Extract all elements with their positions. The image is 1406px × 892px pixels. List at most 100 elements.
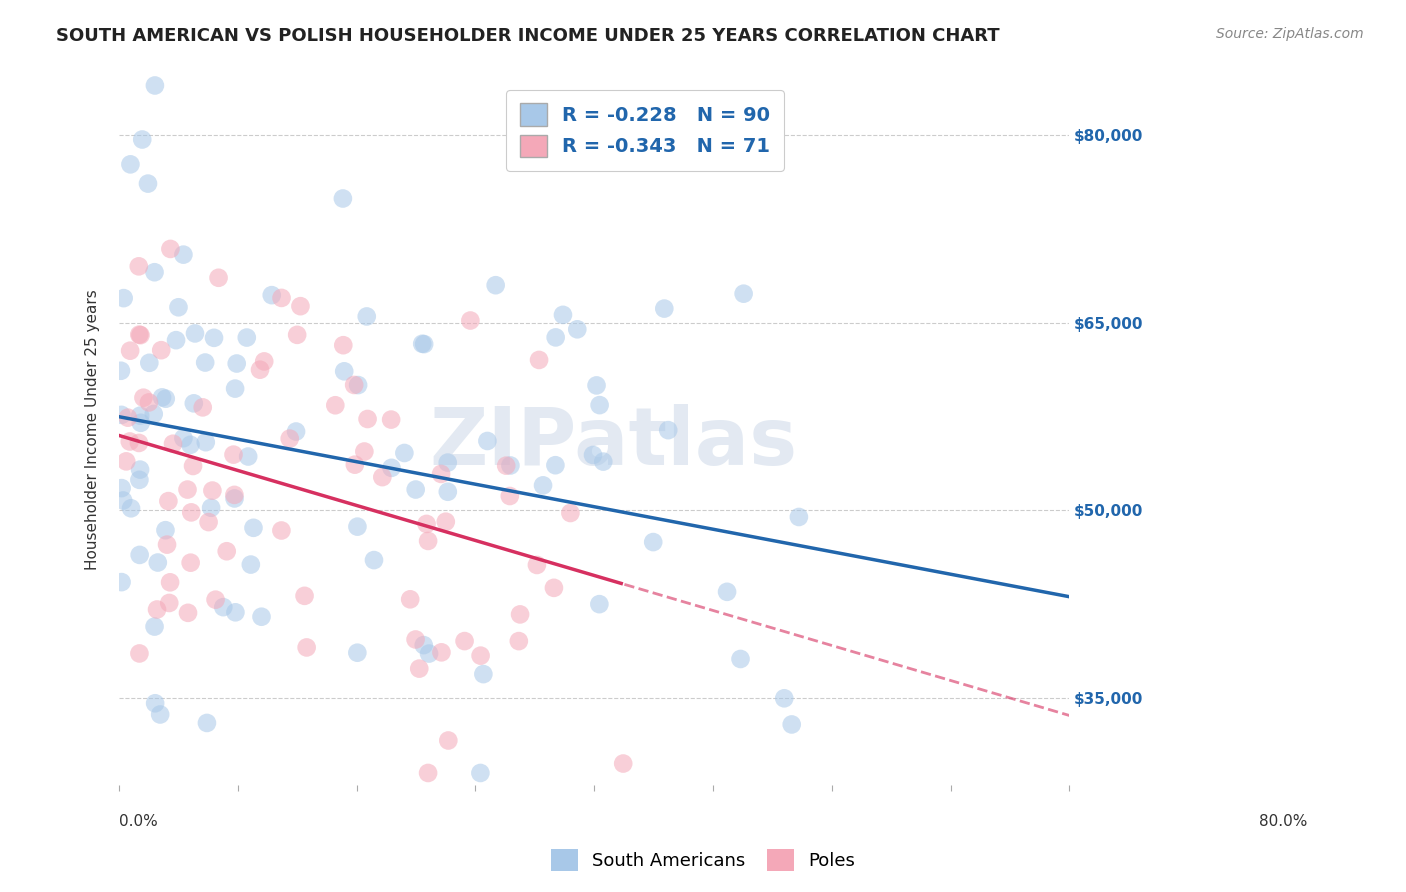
Text: SOUTH AMERICAN VS POLISH HOUSEHOLDER INCOME UNDER 25 YEARS CORRELATION CHART: SOUTH AMERICAN VS POLISH HOUSEHOLDER INC… [56, 27, 1000, 45]
Point [197, 515, 219, 529]
Point [436, 484, 458, 499]
Point [143, 78, 166, 93]
Point [128, 260, 150, 274]
Point [179, 438, 201, 452]
Point [142, 407, 165, 421]
Point [207, 270, 229, 285]
Point [202, 331, 225, 345]
Point [567, 322, 589, 336]
Point [129, 409, 152, 423]
Point [353, 444, 375, 458]
Point [110, 364, 132, 378]
Point [183, 396, 205, 410]
Y-axis label: Householder Income Under 25 years: Householder Income Under 25 years [86, 289, 100, 570]
Point [120, 343, 142, 358]
Point [181, 458, 204, 473]
Point [110, 575, 132, 590]
Point [143, 265, 166, 279]
Point [347, 378, 370, 392]
Point [652, 301, 675, 316]
Point [582, 448, 605, 462]
Point [242, 521, 264, 535]
Point [110, 408, 132, 422]
Point [643, 535, 665, 549]
Point [356, 412, 378, 426]
Point [112, 493, 135, 508]
Point [343, 458, 366, 472]
Point [129, 416, 152, 430]
Point [290, 299, 312, 313]
Point [343, 378, 366, 392]
Point [363, 553, 385, 567]
Point [146, 556, 169, 570]
Point [380, 460, 402, 475]
Point [191, 401, 214, 415]
Point [225, 357, 247, 371]
Point [159, 575, 181, 590]
Point [250, 609, 273, 624]
Point [416, 533, 439, 548]
Point [405, 632, 427, 647]
Point [195, 715, 218, 730]
Point [129, 328, 152, 343]
Point [120, 157, 142, 171]
Point [657, 423, 679, 437]
Point [253, 354, 276, 368]
Point [380, 412, 402, 426]
Point [157, 494, 180, 508]
Point [526, 558, 548, 572]
Legend: R = -0.228   N = 90, R = -0.343   N = 71: R = -0.228 N = 90, R = -0.343 N = 71 [506, 90, 785, 170]
Point [132, 391, 155, 405]
Point [143, 696, 166, 710]
Point [399, 592, 422, 607]
Point [180, 556, 202, 570]
Point [177, 606, 200, 620]
Point [239, 558, 262, 572]
Point [499, 489, 522, 503]
Point [371, 470, 394, 484]
Point [499, 458, 522, 473]
Point [411, 336, 433, 351]
Text: 80.0%: 80.0% [1258, 814, 1308, 829]
Point [165, 333, 187, 347]
Point [138, 395, 160, 409]
Point [115, 454, 138, 468]
Text: ZIPatlas: ZIPatlas [429, 404, 797, 483]
Point [201, 483, 224, 498]
Point [780, 717, 803, 731]
Point [405, 483, 427, 497]
Point [131, 132, 153, 146]
Point [544, 330, 567, 344]
Point [117, 410, 139, 425]
Point [544, 458, 567, 473]
Point [437, 733, 460, 747]
Point [418, 647, 440, 661]
Point [295, 640, 318, 655]
Point [588, 398, 610, 412]
Point [415, 516, 437, 531]
Point [238, 450, 260, 464]
Point [110, 481, 132, 495]
Point [224, 491, 246, 506]
Point [172, 431, 194, 445]
Point [146, 602, 169, 616]
Point [172, 247, 194, 261]
Point [128, 548, 150, 562]
Point [224, 488, 246, 502]
Point [430, 645, 453, 659]
Point [200, 500, 222, 515]
Point [128, 327, 150, 342]
Point [323, 398, 346, 412]
Point [531, 478, 554, 492]
Point [194, 355, 217, 369]
Point [495, 458, 517, 473]
Point [787, 510, 810, 524]
Point [120, 501, 142, 516]
Point [180, 505, 202, 519]
Point [436, 456, 458, 470]
Point [184, 326, 207, 341]
Point [333, 364, 356, 378]
Point [278, 432, 301, 446]
Point [128, 436, 150, 450]
Point [346, 519, 368, 533]
